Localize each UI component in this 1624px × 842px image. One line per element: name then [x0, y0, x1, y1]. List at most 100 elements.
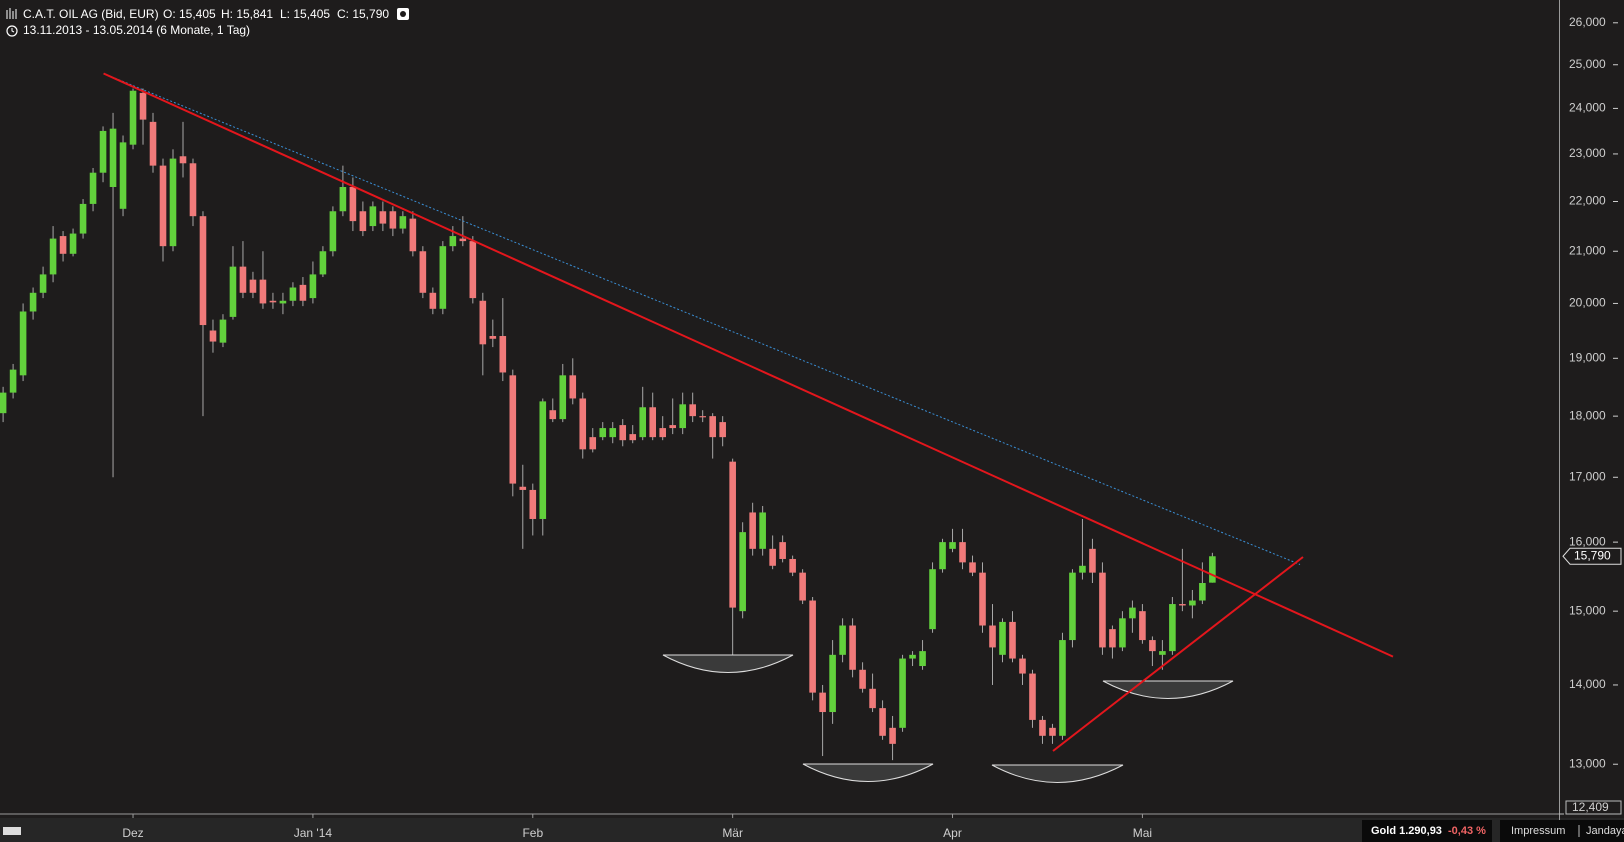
candle-body [1129, 607, 1136, 619]
candle-body [1109, 629, 1116, 648]
candle-body [339, 186, 347, 212]
candle-body [1019, 658, 1026, 674]
candle-body [609, 428, 617, 438]
y-tick-label: 19,000 [1569, 350, 1606, 364]
candle-body [109, 128, 117, 187]
candle-body [389, 211, 397, 229]
candle-body [449, 236, 457, 247]
last-price-label: 15,790 [1574, 548, 1611, 562]
candle-body [279, 300, 287, 304]
candle-body [529, 489, 537, 519]
candle-body [849, 625, 856, 670]
y-tick-label: 25,000 [1569, 57, 1606, 71]
candle-body [959, 542, 966, 563]
y-tick-label: 22,000 [1569, 194, 1606, 208]
candle-body [969, 562, 976, 573]
candle-body [359, 211, 367, 232]
candle-body [859, 669, 866, 689]
candle-body [479, 300, 487, 345]
candle-body [579, 398, 587, 450]
candle-body [519, 486, 527, 490]
candle-body [39, 274, 47, 293]
candle-body [759, 512, 766, 549]
candle-body [199, 216, 207, 326]
candle-body [1179, 604, 1186, 606]
candle-body [919, 651, 926, 667]
y-tick-label: 23,000 [1569, 146, 1606, 160]
candle-body [779, 542, 786, 559]
y-tick-label: 14,000 [1569, 677, 1606, 691]
gold-ticker[interactable] [1362, 820, 1492, 842]
candle-body [469, 241, 477, 299]
candle-body [1199, 583, 1206, 601]
candle-body [1039, 719, 1046, 736]
candle-body [1069, 572, 1076, 641]
candle-body [769, 548, 776, 566]
scroll-handle[interactable] [3, 827, 21, 835]
settings-button[interactable] [397, 8, 409, 20]
y-tick-label: 16,000 [1569, 534, 1606, 548]
candle-body [639, 407, 647, 438]
candle-body [289, 287, 297, 301]
candle-body [309, 274, 317, 299]
trend-line [103, 73, 1301, 565]
candle-body [229, 266, 237, 317]
gold-change: -0,43 % [1448, 825, 1486, 837]
y-tick-label: 17,000 [1569, 469, 1606, 483]
y-tick-label: 12,409 [1572, 800, 1609, 814]
candle-body [509, 375, 517, 484]
candle-body [799, 572, 806, 601]
candle-body [899, 658, 906, 728]
candle-body [1189, 600, 1196, 606]
candle-body [0, 392, 7, 414]
candle-body [19, 311, 27, 376]
candle-body [49, 238, 57, 275]
candle-body [239, 266, 247, 293]
candle-body [839, 625, 846, 655]
clock-hand [11, 28, 15, 33]
candle-body [89, 172, 97, 204]
candle-body [399, 216, 407, 229]
candle-body [489, 336, 497, 339]
y-tick-label: 15,000 [1569, 603, 1606, 617]
chart-icon [6, 8, 17, 19]
candle-body [219, 319, 227, 343]
candle-body [879, 708, 886, 736]
candle-body [69, 233, 77, 254]
candle-body [629, 434, 637, 441]
candle-body [1009, 621, 1016, 659]
candle-body [989, 625, 996, 648]
candle-body [149, 121, 157, 166]
candle-body [789, 558, 796, 573]
candle-body [809, 600, 816, 693]
candle-body [869, 688, 876, 709]
candle-body [1089, 548, 1096, 573]
candle-body [439, 246, 447, 309]
candle-body [499, 336, 507, 373]
y-tick-label: 26,000 [1569, 15, 1606, 29]
candle-body [409, 218, 417, 252]
candle-body [659, 428, 667, 438]
candle-body [59, 236, 67, 254]
candle-body [909, 654, 916, 659]
candle-body [549, 410, 557, 420]
quote-high: H: 15,841 [221, 7, 273, 21]
cup-annotation [1102, 680, 1234, 699]
candle-body [1209, 556, 1216, 583]
candle-body [179, 156, 187, 164]
candle-body [649, 407, 657, 438]
footer-link[interactable]: Jandaya [1586, 825, 1624, 837]
candle-body [99, 130, 107, 173]
candle-body [709, 416, 716, 438]
candle-body [319, 251, 327, 275]
candle-body [979, 572, 986, 626]
candle-body [749, 512, 756, 549]
cup-annotation [991, 764, 1124, 783]
candle-body [159, 165, 167, 247]
candle-body [429, 292, 437, 309]
candle-body [679, 404, 686, 429]
candle-body [459, 238, 467, 242]
footer-link[interactable]: Impressum [1511, 825, 1565, 837]
candle-body [559, 375, 567, 420]
